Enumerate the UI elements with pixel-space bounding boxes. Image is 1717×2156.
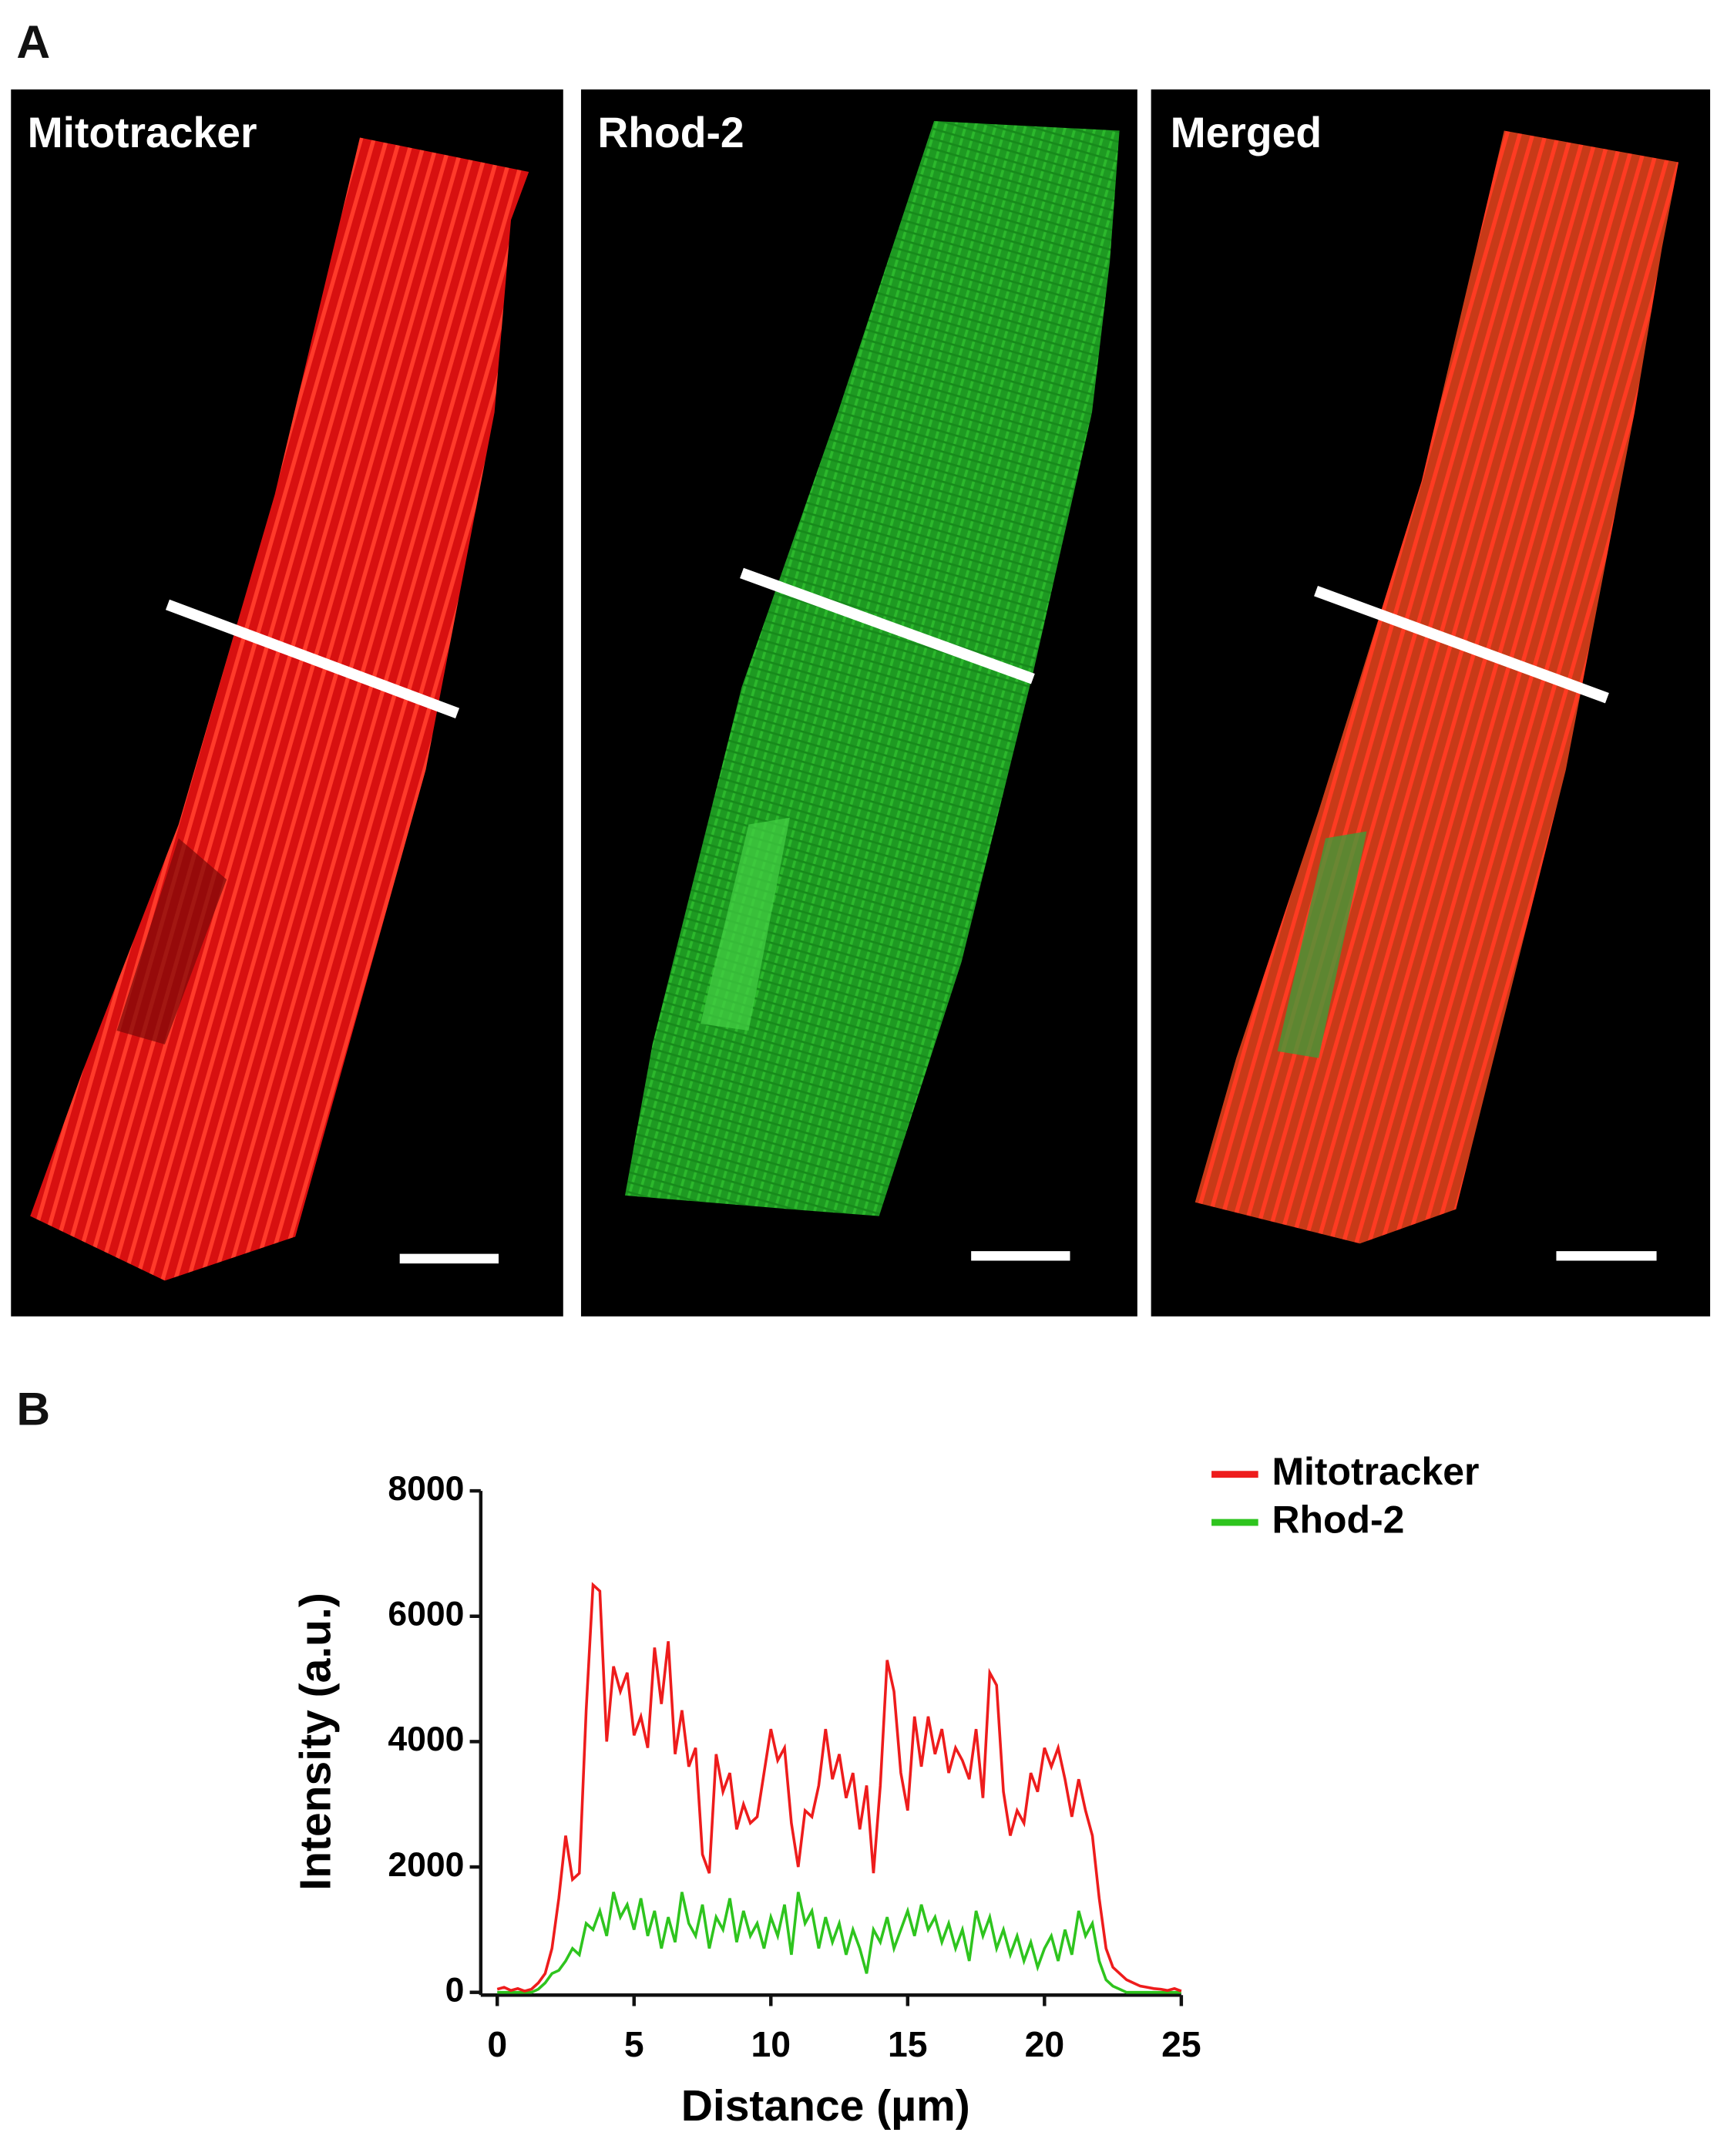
data-line bbox=[497, 1892, 1181, 1994]
y-tick-label: 8000 bbox=[388, 1470, 464, 1508]
image-title: Merged bbox=[1171, 109, 1322, 156]
y-tick-label: 6000 bbox=[388, 1596, 464, 1633]
panel-label: B bbox=[16, 1383, 50, 1435]
legend-label: Rhod-2 bbox=[1272, 1498, 1405, 1541]
legend-label: Mitotracker bbox=[1272, 1450, 1480, 1493]
micrograph: Rhod-2 bbox=[580, 89, 1137, 1317]
x-tick-label: 20 bbox=[1025, 2024, 1065, 2064]
image-title: Mitotracker bbox=[28, 109, 257, 156]
y-tick-label: 0 bbox=[445, 1971, 465, 2009]
organelle bbox=[701, 817, 790, 1031]
panel-label: A bbox=[16, 15, 50, 68]
x-tick-label: 0 bbox=[487, 2024, 507, 2064]
micrograph: Merged bbox=[1151, 89, 1711, 1317]
micrograph: Mitotracker bbox=[11, 89, 563, 1317]
x-tick-label: 25 bbox=[1161, 2024, 1201, 2064]
x-axis-title: Distance (µm) bbox=[681, 2081, 970, 2131]
x-tick-label: 10 bbox=[751, 2024, 791, 2064]
line-scan bbox=[740, 567, 1035, 684]
line-scan bbox=[165, 599, 460, 718]
image-title: Rhod-2 bbox=[597, 109, 744, 156]
y-tick-label: 4000 bbox=[388, 1720, 464, 1758]
x-tick-label: 15 bbox=[888, 2024, 928, 2064]
cell-shadow bbox=[116, 838, 227, 1044]
y-tick-label: 2000 bbox=[388, 1846, 464, 1884]
line-scan bbox=[1314, 585, 1609, 704]
x-tick-label: 5 bbox=[624, 2024, 644, 2064]
line-chart: 0 2000 4000 6000 8000 0 5 10 15 20 25 Distance (µm)… bbox=[291, 1450, 1480, 2131]
y-axis-title: Intensity (a.u.) bbox=[291, 1593, 341, 1890]
organelle bbox=[1277, 831, 1367, 1058]
data-line bbox=[496, 1582, 1182, 1993]
